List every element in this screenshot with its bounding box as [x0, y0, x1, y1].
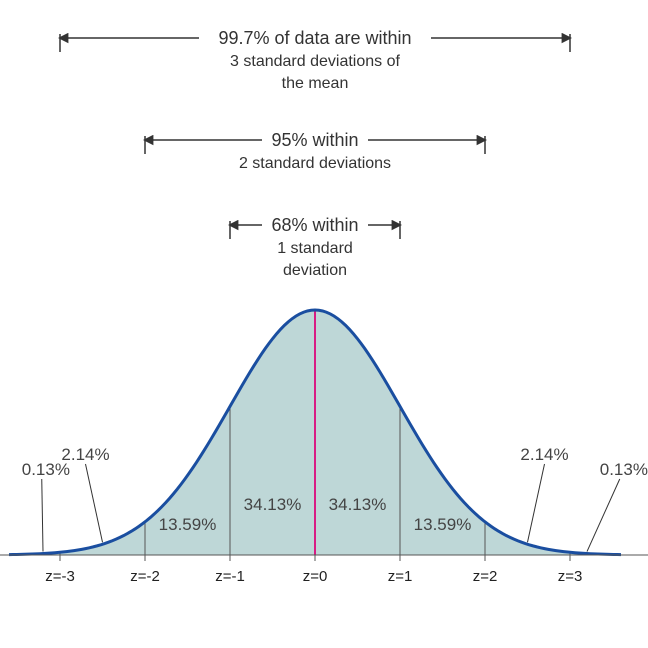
region-pct: 13.59% [159, 515, 217, 534]
region-pct: 34.13% [329, 495, 387, 514]
region-pct: 2.14% [61, 445, 109, 464]
region-pct: 2.14% [520, 445, 568, 464]
region-pct: 0.13% [600, 460, 648, 479]
bracket-label-line1: 68% within [271, 215, 358, 235]
bracket-label-line2: 1 standard [277, 240, 353, 257]
bracket-label-line1: 99.7% of data are within [218, 28, 411, 48]
bracket-label-line1: 95% within [271, 130, 358, 150]
region-pct: 34.13% [244, 495, 302, 514]
z-tick-label: z=1 [388, 568, 413, 585]
bracket-label-line3: deviation [283, 262, 347, 279]
z-tick-label: z=-1 [215, 568, 245, 585]
region-pct: 13.59% [414, 515, 472, 534]
z-tick-label: z=3 [558, 568, 583, 585]
z-tick-label: z=0 [303, 568, 328, 585]
leader-line [42, 479, 43, 552]
bracket-label-line2: 3 standard deviations of [230, 53, 400, 70]
z-tick-label: z=2 [473, 568, 498, 585]
normal-distribution-chart: z=-3 z=-2 z=-1 z=0 z=1 z=2 z=3 0.13% 2.14% 13.59%… [0, 0, 648, 648]
z-tick-label: z=-2 [130, 568, 160, 585]
leader-line [587, 479, 620, 552]
z-tick-label: z=-3 [45, 568, 75, 585]
bracket-label-line2: 2 standard deviations [239, 155, 391, 172]
leader-line [528, 464, 545, 542]
leader-line [86, 464, 103, 542]
bracket-label-line3: the mean [282, 75, 349, 92]
